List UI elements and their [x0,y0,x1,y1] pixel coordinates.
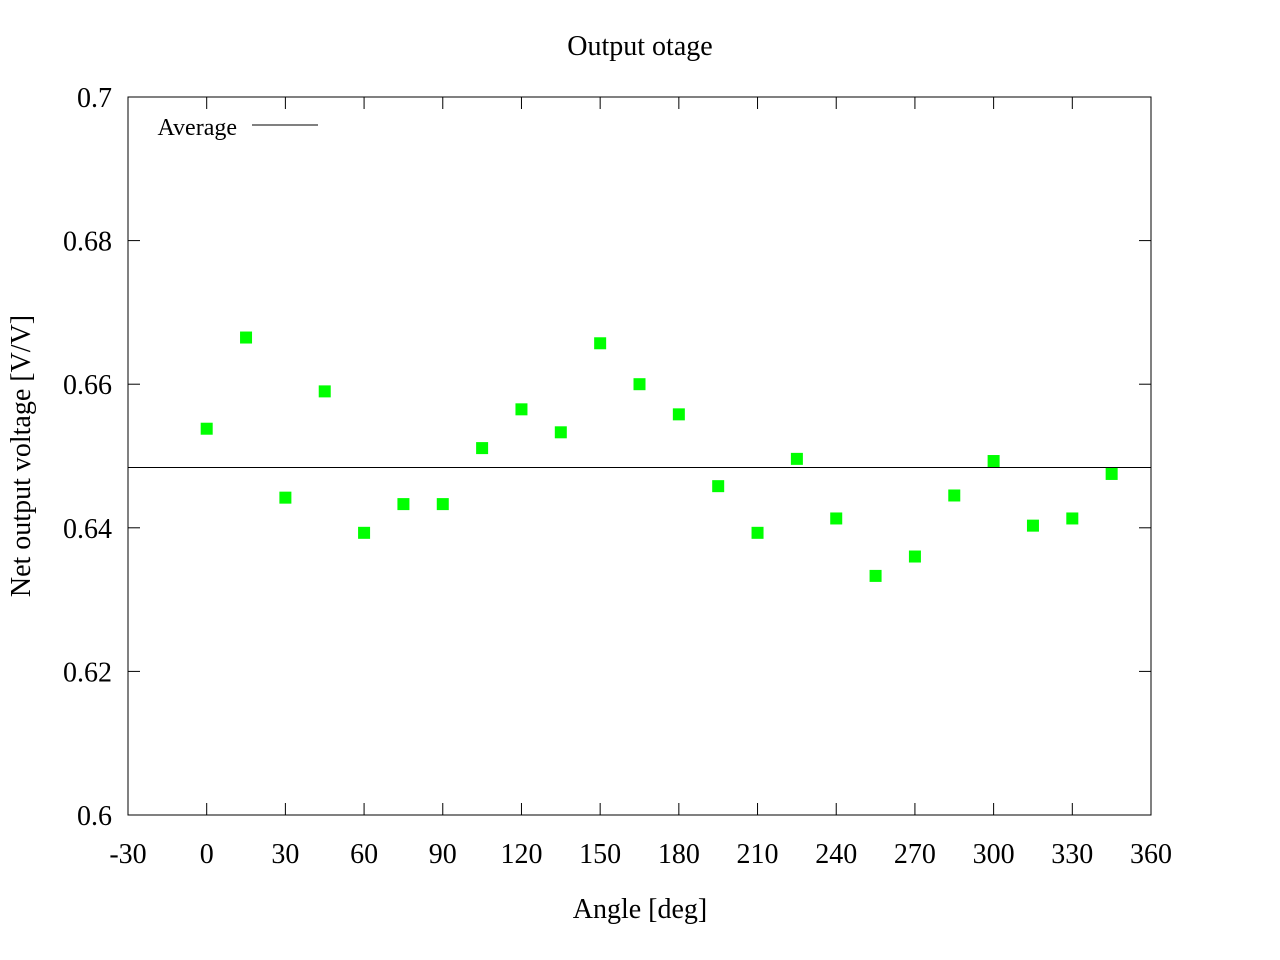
data-point [1026,519,1039,532]
data-point [358,526,371,539]
x-tick-label: 150 [579,839,621,870]
x-tick-label: 360 [1130,839,1172,870]
data-points [200,331,1118,582]
y-tick-label: 0.6 [77,801,112,832]
x-tick-label: -30 [109,839,146,870]
chart-title: Output otage [567,31,712,62]
data-point [830,512,843,525]
data-point [987,455,1000,468]
y-tick-label: 0.64 [63,514,112,545]
data-point [672,408,685,421]
x-tick-label: 240 [815,839,857,870]
data-point [200,422,213,435]
x-tick-label: 330 [1051,839,1093,870]
data-point [790,452,803,465]
data-point [397,498,410,511]
y-tick-label: 0.62 [63,657,112,688]
y-tick-label: 0.7 [77,83,112,114]
data-point [436,498,449,511]
data-point [948,489,961,502]
x-tick-label: 60 [350,839,378,870]
x-tick-label: 0 [200,839,214,870]
data-point [869,569,882,582]
legend: Average [158,115,318,141]
x-tick-label: 270 [894,839,936,870]
x-tick-label: 210 [737,839,779,870]
y-axis-title: Net output voltage [V/V] [6,315,37,597]
x-tick-label: 120 [500,839,542,870]
plot-area [127,96,1152,816]
x-axis-tick-labels: -30 0 30 60 90 120 150 180 210 240 270 300 330 360 [109,839,1172,870]
data-point [476,442,489,455]
data-point [554,426,567,439]
y-tick-label: 0.68 [63,227,112,258]
data-point [240,331,253,344]
x-tick-label: 180 [658,839,700,870]
data-point [908,550,921,563]
x-axis-ticks [127,97,1152,815]
y-tick-label: 0.66 [63,370,112,401]
y-axis-ticks [128,96,1151,816]
data-point [1066,512,1079,525]
plot-frame [127,96,1152,816]
data-point [515,403,528,416]
legend-label-average: Average [158,115,238,141]
data-point [633,378,646,391]
x-axis-title: Angle [deg] [573,894,708,925]
y-axis-tick-labels: 0.6 0.62 0.64 0.66 0.68 0.7 [63,83,112,832]
x-tick-label: 30 [271,839,299,870]
data-point [712,480,725,493]
data-point [1105,467,1118,480]
x-tick-label: 90 [429,839,457,870]
data-point [318,385,331,398]
x-tick-label: 300 [973,839,1015,870]
data-point [279,491,292,504]
data-point [751,526,764,539]
data-point [594,337,607,350]
